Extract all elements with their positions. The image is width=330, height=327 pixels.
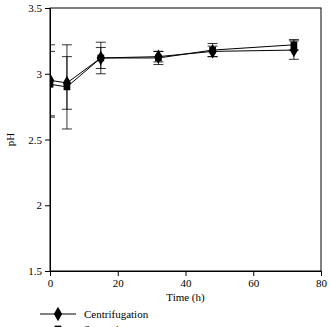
- y-tick-mark: [45, 205, 50, 206]
- y-tick-label: 3.5: [28, 2, 42, 14]
- x-tick-label: 60: [248, 277, 260, 289]
- x-tick-label: 40: [181, 277, 193, 289]
- marker: [97, 55, 104, 62]
- y-tick: 2.5: [28, 134, 50, 146]
- x-tick-mark: [186, 271, 187, 276]
- error-bar-cap: [153, 51, 163, 52]
- x-tick-mark: [321, 271, 322, 276]
- x-tick-mark: [118, 271, 119, 276]
- series-line: [50, 50, 294, 83]
- y-tick-label: 2.5: [28, 134, 42, 146]
- y-tick: 3.5: [28, 2, 50, 14]
- x-tick-label: 80: [316, 277, 328, 289]
- x-tick: 60: [248, 271, 260, 289]
- error-bar: [62, 45, 72, 129]
- plot-frame: [50, 8, 321, 271]
- marker: [50, 81, 53, 88]
- y-axis: 1.5 2 2.5 3 3.5: [28, 2, 50, 277]
- error-bar: [50, 45, 55, 116]
- chart: 0 20 40 60 80 1.5 2 2.5 3 3.5 Time (h) pH Centrifuga…: [0, 0, 330, 327]
- error-bar-cap: [50, 115, 55, 116]
- y-tick-label: 3: [37, 68, 43, 80]
- error-bar-cap: [208, 56, 218, 57]
- error-bar-cap: [62, 128, 72, 129]
- y-tick-mark: [45, 271, 50, 272]
- error-bar-cap: [208, 56, 218, 57]
- x-tick: 0: [48, 271, 54, 289]
- x-axis-line: [51, 272, 322, 277]
- error-bar: [289, 41, 299, 59]
- series: [50, 41, 299, 116]
- marker: [50, 73, 54, 87]
- error-bar-cap: [50, 44, 55, 45]
- x-axis-title: Time (h): [166, 291, 205, 304]
- y-tick-mark: [45, 8, 50, 9]
- y-tick-mark: [45, 140, 50, 141]
- y-tick-label: 1.5: [28, 265, 42, 277]
- y-tick-mark: [45, 74, 50, 75]
- error-bar-cap: [153, 51, 163, 52]
- error-bar: [50, 51, 55, 117]
- error-bar-cap: [96, 73, 106, 74]
- x-tick: 80: [316, 271, 328, 289]
- legend-item: Squeezing: [40, 323, 130, 327]
- marker: [155, 55, 162, 62]
- legend-label: Squeezing: [84, 323, 130, 327]
- y-tick: 1.5: [28, 265, 50, 277]
- legend-marker: [55, 326, 62, 327]
- error-bar-cap: [62, 44, 72, 45]
- error-bar-cap: [50, 51, 55, 52]
- x-tick: 40: [181, 271, 193, 289]
- y-axis-line: [45, 9, 51, 272]
- legend-item: Centrifugation: [40, 307, 149, 321]
- marker: [64, 84, 71, 91]
- marks: [50, 40, 299, 129]
- series: [50, 40, 299, 129]
- series-line: [50, 45, 294, 87]
- legend-marker: [54, 307, 62, 321]
- y-tick: 2: [37, 199, 51, 211]
- marker: [208, 44, 216, 58]
- error-bar-cap: [289, 59, 299, 60]
- error-bar-cap: [153, 64, 163, 65]
- x-tick-label: 20: [113, 277, 125, 289]
- x-tick-mark: [253, 271, 254, 276]
- legend: Centrifugation Squeezing: [40, 307, 149, 327]
- y-tick: 3: [37, 68, 51, 80]
- marker: [209, 47, 216, 54]
- marker: [154, 49, 162, 63]
- y-axis-title: pH: [4, 133, 16, 147]
- plot: 0 20 40 60 80 1.5 2 2.5 3 3.5: [28, 2, 327, 289]
- error-bar-cap: [289, 50, 299, 51]
- x-axis: 0 20 40 60 80: [48, 271, 328, 289]
- error-bar-cap: [289, 39, 299, 40]
- marker: [291, 41, 298, 48]
- error-bar-cap: [208, 43, 218, 44]
- y-tick-label: 2: [37, 199, 43, 211]
- error-bar-cap: [50, 117, 55, 118]
- legend-label: Centrifugation: [84, 308, 149, 320]
- error-bar-cap: [96, 42, 106, 43]
- x-tick: 20: [113, 271, 125, 289]
- x-tick-label: 0: [48, 277, 54, 289]
